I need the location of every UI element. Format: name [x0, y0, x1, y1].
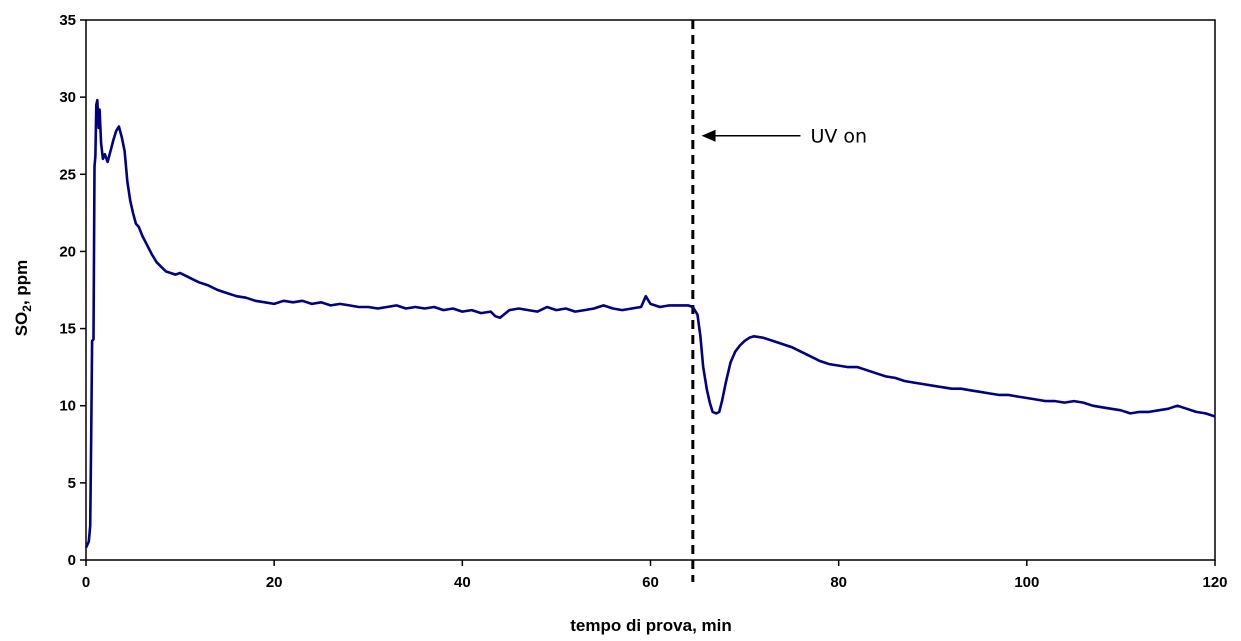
annotation-arrowhead-icon [701, 129, 716, 142]
x-tick-label: 40 [454, 574, 471, 591]
y-tick-label: 0 [68, 552, 76, 569]
uv-on-annotation-label: UV on [810, 126, 867, 148]
x-tick-label: 100 [1014, 574, 1039, 591]
y-axis-title: SO2, ppm [12, 260, 34, 337]
x-tick-label: 0 [82, 574, 90, 591]
y-tick-label: 25 [59, 166, 76, 183]
x-tick-label: 80 [830, 574, 847, 591]
x-tick-label: 120 [1202, 574, 1227, 591]
so2-series-line [84, 98, 1216, 549]
y-tick-label: 30 [59, 89, 76, 106]
y-axis-title-main: SO [12, 312, 31, 337]
y-tick-label: 35 [59, 12, 76, 29]
y-axis-ticks: 0 5 10 15 20 25 30 35 [59, 12, 86, 569]
y-tick-label: 10 [59, 398, 76, 415]
annotation-layer: UV on [701, 126, 867, 148]
plot-frame [85, 19, 1216, 561]
y-tick-label: 5 [68, 475, 76, 492]
plot-area-border [85, 19, 1216, 561]
y-tick-label: 20 [59, 243, 76, 260]
y-axis-title-rest: , ppm [12, 260, 31, 305]
x-axis-title: tempo di prova, min [570, 616, 732, 635]
x-axis-ticks: 0 20 40 60 80 100 120 [82, 560, 1228, 591]
y-tick-label: 15 [59, 321, 76, 338]
series-layer [84, 98, 1216, 549]
y-axis-title-subscript: 2 [20, 305, 34, 312]
x-tick-label: 60 [642, 574, 659, 591]
x-tick-label: 20 [266, 574, 283, 591]
